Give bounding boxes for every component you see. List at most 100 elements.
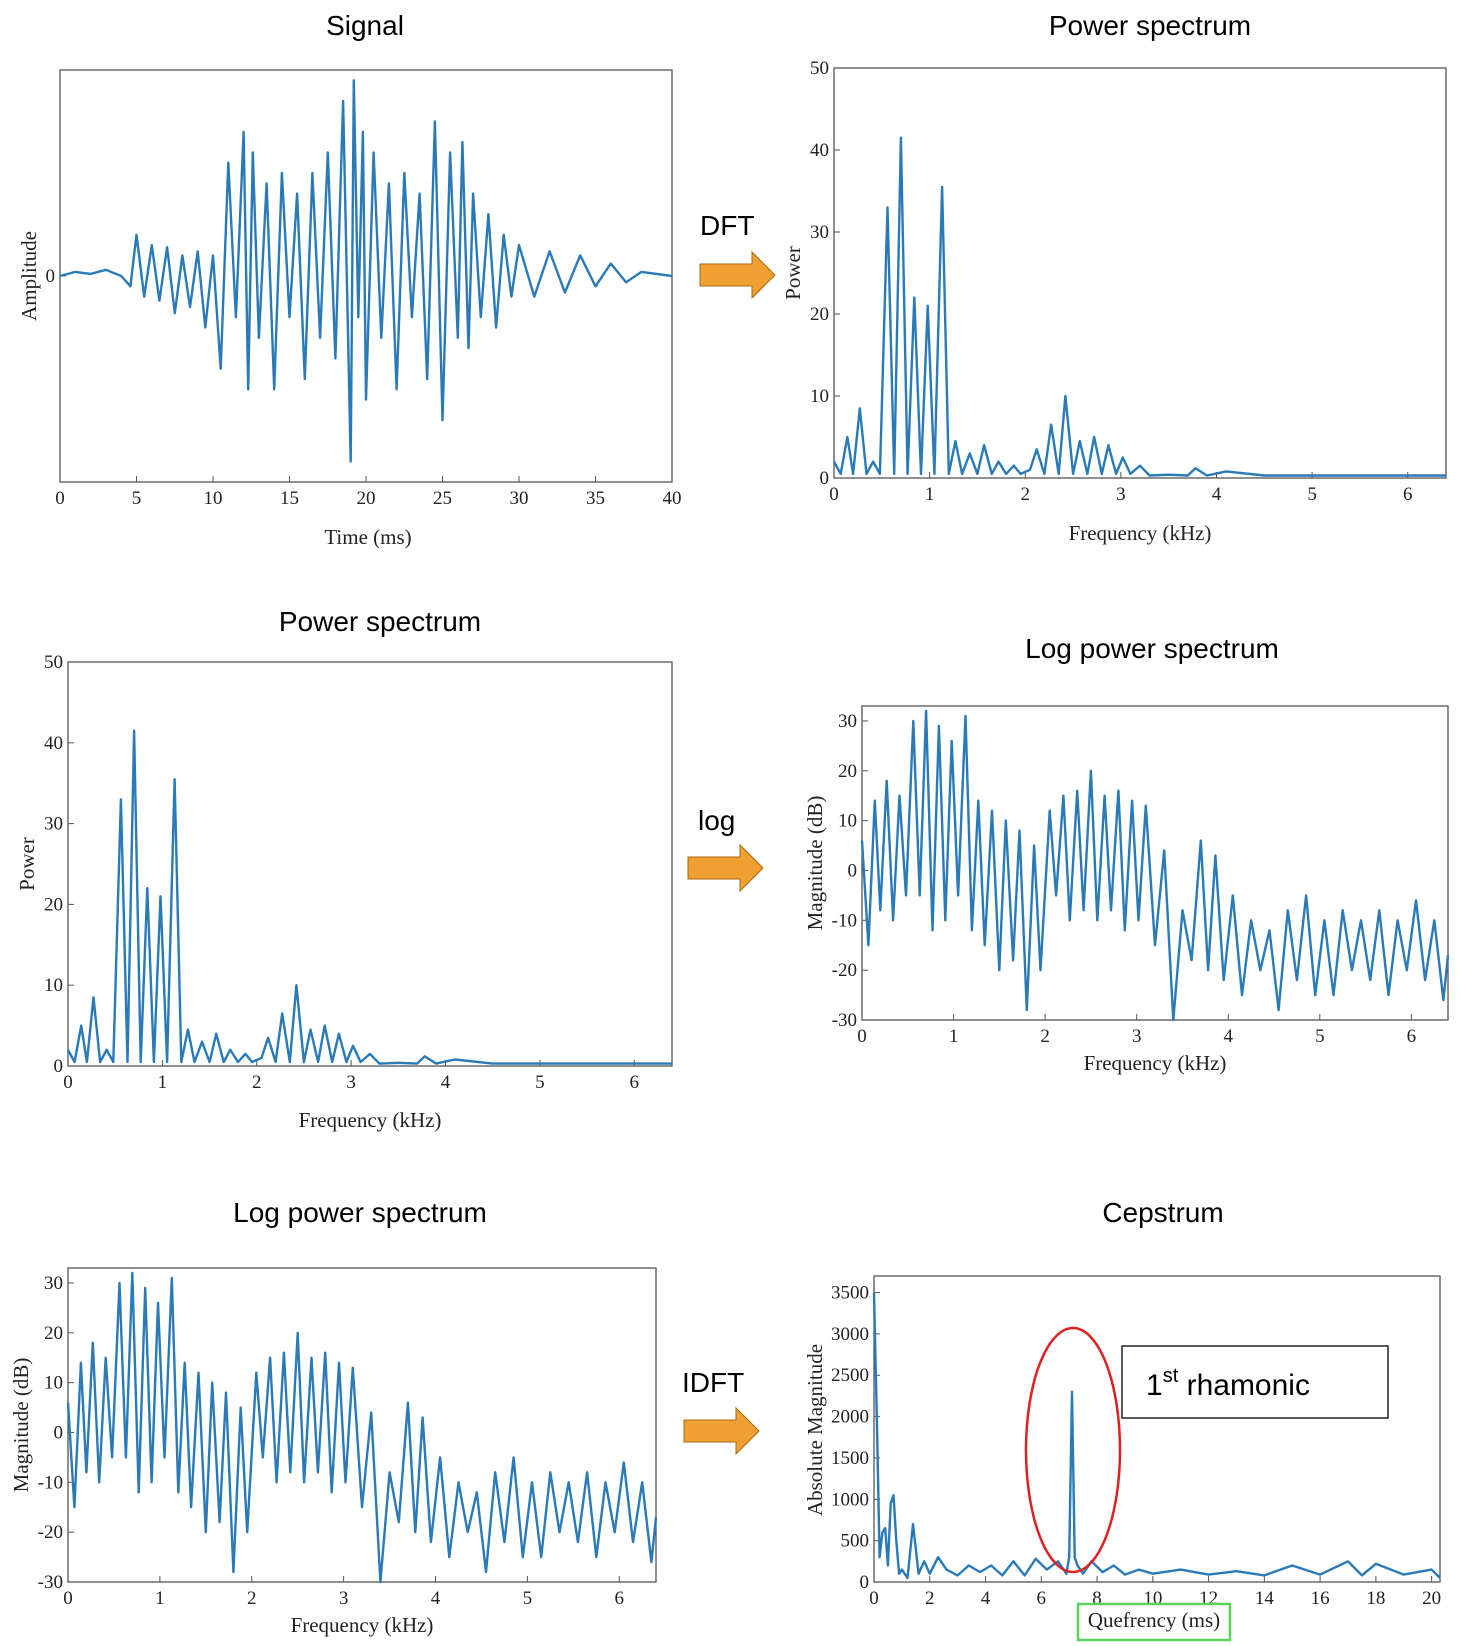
chart-cepstrum-xtick-label: 12 bbox=[1199, 1588, 1218, 1609]
chart-power-top-ticks: 0 1 2 3 4 5 6 0 10 20 30 40 50 bbox=[810, 58, 1413, 505]
chart-cepstrum-ytick-label: 0 bbox=[860, 1572, 870, 1593]
chart-power-middle-frame bbox=[67, 661, 673, 1067]
chart-power-top-xtick-label: 1 bbox=[925, 484, 935, 505]
chart-logpower-middle-frame bbox=[861, 705, 1449, 1021]
chart-logpower-bottom-xtick-label: 0 bbox=[63, 1588, 73, 1609]
chart-logpower-bottom-xtick-label: 4 bbox=[431, 1588, 441, 1609]
chart-logpower-bottom-ytick-label: 30 bbox=[44, 1273, 63, 1294]
chart-signal-line bbox=[59, 79, 673, 463]
arrow-idft-shape bbox=[683, 1406, 760, 1456]
chart-logpower-middle-ytick-label: 0 bbox=[848, 860, 858, 881]
chart-power-middle-xtick-label: 6 bbox=[630, 1072, 640, 1093]
chart-power-top-xtick-label: 5 bbox=[1307, 484, 1317, 505]
chart-cepstrum-ytick-label: 2500 bbox=[831, 1365, 869, 1386]
chart-power-middle-xtick-label: 5 bbox=[535, 1072, 545, 1093]
chart-cepstrum-ytick-label: 3000 bbox=[831, 1324, 869, 1345]
chart-logpower-bottom-ytick-label: -30 bbox=[38, 1572, 63, 1593]
chart-cepstrum-xtick-label: 6 bbox=[1037, 1588, 1047, 1609]
chart-cepstrum-ytick-label: 3500 bbox=[831, 1283, 869, 1304]
chart-power-middle-line bbox=[66, 729, 672, 1065]
chart-cepstrum-line bbox=[872, 1292, 1441, 1580]
chart-power-middle-ytick-label: 10 bbox=[44, 975, 63, 996]
chart-cepstrum: Cepstrum 0 2 4 6 8 10 12 14 16 18 20 0 500 1000 1500 20… bbox=[803, 1197, 1441, 1642]
chart-signal-xtick-label: 40 bbox=[663, 488, 682, 509]
chart-power-middle: Power spectrum 0 1 2 3 4 5 6 0 10 20 30 40 50 Freque… bbox=[15, 606, 673, 1132]
arrow-idft-label: IDFT bbox=[682, 1367, 744, 1398]
chart-signal-title: Signal bbox=[326, 10, 404, 41]
arrow-log-label: log bbox=[698, 805, 735, 836]
chart-power-top-xtick-label: 3 bbox=[1116, 484, 1126, 505]
arrow-idft: IDFT bbox=[682, 1367, 760, 1456]
chart-signal-ylabel: Amplitude bbox=[17, 231, 41, 321]
chart-logpower-bottom-xtick-label: 6 bbox=[615, 1588, 625, 1609]
harmonic-annotation-text: 1st rhamonic bbox=[1146, 1365, 1310, 1402]
chart-power-top-xtick-label: 4 bbox=[1212, 484, 1222, 505]
chart-power-middle-ytick-label: 30 bbox=[44, 814, 63, 835]
chart-logpower-bottom-xtick-label: 2 bbox=[247, 1588, 257, 1609]
chart-power-middle-xlabel: Frequency (kHz) bbox=[299, 1108, 442, 1132]
chart-cepstrum-ytick-label: 1000 bbox=[831, 1489, 869, 1510]
chart-power-top-title: Power spectrum bbox=[1049, 10, 1251, 41]
chart-logpower-middle-xtick-label: 0 bbox=[857, 1026, 867, 1047]
chart-logpower-middle-xtick-label: 3 bbox=[1132, 1026, 1142, 1047]
chart-power-top-xlabel: Frequency (kHz) bbox=[1069, 521, 1212, 545]
chart-signal-xtick-label: 30 bbox=[510, 488, 529, 509]
chart-signal-xtick-label: 0 bbox=[55, 488, 65, 509]
chart-logpower-bottom-xtick-label: 5 bbox=[523, 1588, 533, 1609]
chart-logpower-middle-line bbox=[860, 709, 1450, 1022]
chart-power-middle-xtick-label: 2 bbox=[252, 1072, 262, 1093]
chart-cepstrum-xtick-label: 8 bbox=[1092, 1588, 1102, 1609]
chart-logpower-bottom: Log power spectrum 0 1 2 3 4 5 6 -30 -20 -10 0 10 20… bbox=[9, 1197, 658, 1637]
arrow-log: log bbox=[687, 805, 764, 893]
chart-power-middle-xtick-label: 4 bbox=[441, 1072, 451, 1093]
chart-logpower-middle-ytick-label: -30 bbox=[832, 1010, 857, 1031]
chart-cepstrum-ylabel: Absolute Magnitude bbox=[803, 1344, 827, 1516]
chart-logpower-middle-xtick-label: 6 bbox=[1407, 1026, 1417, 1047]
chart-logpower-bottom-ylabel: Magnitude (dB) bbox=[9, 1358, 33, 1493]
chart-logpower-middle-xtick-label: 5 bbox=[1315, 1026, 1325, 1047]
chart-logpower-bottom-xtick-label: 1 bbox=[155, 1588, 165, 1609]
chart-cepstrum-ytick-label: 2000 bbox=[831, 1407, 869, 1428]
chart-cepstrum-xtick-label: 18 bbox=[1366, 1588, 1385, 1609]
harmonic-highlight-ellipse bbox=[1024, 1326, 1122, 1574]
chart-cepstrum-title: Cepstrum bbox=[1102, 1197, 1223, 1228]
chart-signal: Signal 0 5 10 15 20 25 30 35 40 0 Time (ms) Ampli… bbox=[17, 10, 682, 549]
chart-power-top-ytick-label: 50 bbox=[810, 58, 829, 79]
harmonic-annotation-box bbox=[1121, 1345, 1389, 1419]
chart-power-top-ytick-label: 20 bbox=[810, 304, 829, 325]
chart-logpower-middle-xlabel: Frequency (kHz) bbox=[1084, 1051, 1227, 1075]
chart-logpower-bottom-ytick-label: 10 bbox=[44, 1373, 63, 1394]
chart-cepstrum-xtick-label: 0 bbox=[869, 1588, 879, 1609]
chart-signal-xtick-label: 10 bbox=[204, 488, 223, 509]
chart-power-top-ytick-label: 30 bbox=[810, 222, 829, 243]
chart-cepstrum-xtick-label: 20 bbox=[1422, 1588, 1441, 1609]
chart-cepstrum-xtick-label: 14 bbox=[1255, 1588, 1275, 1609]
chart-signal-xtick-label: 25 bbox=[433, 488, 452, 509]
chart-cepstrum-ytick-label: 1500 bbox=[831, 1448, 869, 1469]
chart-power-top-ytick-label: 40 bbox=[810, 140, 829, 161]
chart-logpower-middle-ylabel: Magnitude (dB) bbox=[803, 796, 827, 931]
chart-power-middle-xtick-label: 0 bbox=[63, 1072, 73, 1093]
chart-signal-xtick-label: 35 bbox=[586, 488, 605, 509]
chart-logpower-bottom-ytick-label: -20 bbox=[38, 1522, 63, 1543]
chart-cepstrum-xtick-label: 16 bbox=[1311, 1588, 1330, 1609]
chart-logpower-middle-xtick-label: 1 bbox=[949, 1026, 959, 1047]
chart-power-middle-xtick-label: 1 bbox=[158, 1072, 168, 1093]
chart-logpower-middle-ytick-label: -20 bbox=[832, 960, 857, 981]
chart-logpower-bottom-ytick-label: 0 bbox=[54, 1422, 64, 1443]
chart-power-top-xtick-label: 6 bbox=[1403, 484, 1413, 505]
chart-power-top-xtick-label: 2 bbox=[1021, 484, 1031, 505]
chart-logpower-bottom-title: Log power spectrum bbox=[233, 1197, 487, 1228]
chart-signal-xtick-label: 5 bbox=[132, 488, 142, 509]
arrow-dft-label: DFT bbox=[700, 210, 754, 241]
chart-cepstrum-frame bbox=[873, 1275, 1441, 1583]
chart-power-top-line bbox=[832, 136, 1446, 477]
arrow-dft-shape bbox=[699, 250, 776, 300]
chart-logpower-middle-ytick-label: 20 bbox=[838, 761, 857, 782]
chart-logpower-middle-xtick-label: 4 bbox=[1224, 1026, 1234, 1047]
chart-cepstrum-ytick-label: 500 bbox=[841, 1531, 870, 1552]
chart-logpower-bottom-ytick-label: 20 bbox=[44, 1323, 63, 1344]
chart-power-middle-ytick-label: 20 bbox=[44, 894, 63, 915]
chart-logpower-bottom-xlabel: Frequency (kHz) bbox=[291, 1613, 434, 1637]
